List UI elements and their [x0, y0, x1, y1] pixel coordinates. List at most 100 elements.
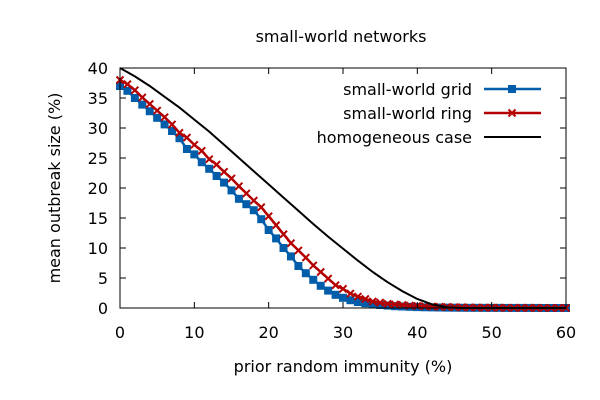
data-point-small-world-grid: [368, 300, 377, 309]
data-point-small-world-ring: [160, 112, 169, 122]
data-point-small-world-grid: [160, 120, 169, 129]
legend-marker: [507, 108, 517, 118]
data-point-small-world-ring: [368, 297, 377, 306]
data-point-small-world-ring: [331, 280, 340, 290]
legend-item-small-world-grid: small-world grid: [343, 80, 541, 99]
y-tick-label: 20: [88, 179, 108, 198]
y-tick-label: 15: [88, 209, 108, 228]
data-point-small-world-grid: [249, 206, 258, 215]
y-tick-label: 30: [88, 119, 108, 138]
data-point-small-world-ring: [361, 294, 370, 304]
data-point-small-world-ring: [167, 120, 177, 129]
data-point-small-world-grid: [123, 86, 132, 95]
data-point-small-world-grid: [182, 145, 191, 153]
legend-marker: [508, 85, 516, 93]
data-point-small-world-ring: [279, 229, 288, 239]
data-point-small-world-grid: [301, 269, 310, 278]
data-point-small-world-grid: [145, 107, 154, 116]
data-point-small-world-ring: [204, 154, 214, 164]
y-tick-label: 25: [88, 149, 108, 168]
data-point-small-world-grid: [316, 281, 325, 290]
data-point-small-world-ring: [130, 85, 140, 95]
y-tick-label: 35: [88, 89, 108, 108]
data-point-small-world-ring: [197, 146, 206, 156]
data-point-small-world-grid: [331, 290, 340, 299]
data-point-small-world-grid: [361, 299, 370, 308]
data-point-small-world-ring: [242, 189, 251, 198]
data-point-small-world-grid: [264, 226, 273, 234]
legend-label: small-world grid: [343, 80, 472, 99]
data-point-small-world-grid: [286, 252, 295, 261]
data-point-small-world-grid: [190, 150, 199, 159]
data-point-small-world-grid: [227, 186, 236, 195]
data-point-small-world-ring: [145, 99, 154, 109]
data-point-small-world-ring: [286, 238, 296, 248]
x-tick-label: 20: [258, 323, 278, 342]
data-point-small-world-grid: [153, 113, 162, 122]
chart-title: small-world networks: [256, 27, 427, 46]
data-point-small-world-ring: [249, 196, 259, 205]
data-point-small-world-ring: [152, 106, 162, 115]
data-point-small-world-ring: [257, 202, 266, 212]
data-point-small-world-grid: [220, 178, 229, 187]
legend-item-homogeneous-case: homogeneous case: [317, 128, 541, 147]
data-point-small-world-grid: [398, 302, 407, 311]
y-tick-label: 10: [88, 239, 108, 258]
data-point-small-world-grid: [130, 94, 139, 102]
data-point-small-world-grid: [205, 164, 214, 173]
y-tick-label: 40: [88, 59, 108, 78]
data-point-small-world-ring: [294, 246, 303, 255]
legend: small-world grid small-world ring homogene…: [317, 80, 541, 147]
data-point-small-world-grid: [138, 100, 147, 109]
data-point-small-world-grid: [383, 301, 392, 310]
data-point-small-world-grid: [175, 134, 184, 143]
x-tick-label: 50: [481, 323, 501, 342]
data-point-small-world-grid: [324, 286, 333, 295]
data-point-small-world-ring: [271, 220, 281, 230]
y-tick-label: 5: [98, 269, 108, 288]
data-point-small-world-ring: [190, 140, 199, 150]
data-point-small-world-grid: [294, 262, 303, 270]
data-point-small-world-ring: [323, 274, 333, 283]
legend-item-small-world-ring: small-world ring: [343, 104, 541, 123]
axis-layer: 0 10 20 30 40 50 60 0 5 10 15 20 25 30 35 40: [88, 59, 577, 342]
data-point-small-world-ring: [234, 181, 244, 191]
data-point-small-world-grid: [168, 127, 177, 135]
data-point-small-world-ring: [346, 289, 355, 298]
legend-label: homogeneous case: [317, 128, 472, 147]
data-point-small-world-grid: [197, 158, 206, 167]
data-point-small-world-grid: [376, 301, 385, 309]
data-point-small-world-grid: [353, 298, 362, 306]
x-tick-label: 60: [556, 323, 576, 342]
data-point-small-world-grid: [257, 215, 266, 224]
data-point-small-world-grid: [272, 234, 281, 243]
x-tick-label: 40: [407, 323, 427, 342]
data-point-small-world-grid: [339, 293, 347, 302]
y-tick-label: 0: [98, 299, 108, 318]
data-point-small-world-ring: [301, 253, 311, 262]
data-point-small-world-grid: [234, 194, 243, 203]
data-point-small-world-ring: [390, 300, 400, 309]
data-point-small-world-ring: [182, 133, 192, 142]
x-tick-label: 10: [184, 323, 204, 342]
data-point-small-world-ring: [375, 298, 385, 307]
data-point-small-world-ring: [309, 261, 318, 270]
data-point-small-world-ring: [123, 79, 132, 89]
data-point-small-world-ring: [264, 211, 273, 221]
data-point-small-world-ring: [138, 93, 147, 102]
data-point-small-world-ring: [316, 267, 325, 277]
data-point-small-world-grid: [279, 244, 288, 252]
data-point-small-world-ring: [398, 300, 407, 310]
legend-label: small-world ring: [343, 104, 472, 123]
data-point-small-world-grid: [212, 172, 221, 180]
x-tick-label: 30: [333, 323, 353, 342]
data-point-small-world-ring: [212, 160, 221, 169]
y-axis-title: mean outbreak size (%): [45, 93, 64, 284]
data-point-small-world-ring: [227, 174, 236, 183]
data-point-small-world-ring: [383, 299, 392, 309]
x-axis-title: prior random immunity (%): [234, 357, 453, 376]
data-point-small-world-grid: [242, 200, 251, 209]
x-tick-label: 0: [115, 323, 125, 342]
data-point-small-world-grid: [346, 296, 355, 305]
